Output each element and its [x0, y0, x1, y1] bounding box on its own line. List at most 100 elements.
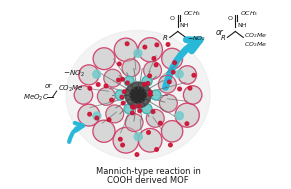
Circle shape	[113, 127, 139, 153]
Circle shape	[131, 105, 134, 109]
Circle shape	[152, 57, 156, 60]
Circle shape	[151, 110, 155, 113]
Circle shape	[168, 80, 171, 84]
Text: O: O	[170, 16, 175, 21]
Circle shape	[130, 87, 146, 103]
Circle shape	[178, 66, 196, 84]
Circle shape	[162, 121, 183, 142]
Circle shape	[175, 103, 199, 127]
Circle shape	[155, 43, 159, 47]
Ellipse shape	[66, 30, 210, 160]
Circle shape	[158, 75, 176, 93]
Circle shape	[142, 76, 152, 86]
Text: R: R	[163, 35, 168, 41]
Circle shape	[97, 88, 115, 105]
Circle shape	[171, 70, 175, 74]
Circle shape	[137, 104, 141, 108]
Circle shape	[124, 76, 134, 86]
Circle shape	[175, 70, 183, 78]
Circle shape	[104, 69, 122, 87]
Circle shape	[155, 148, 158, 151]
Circle shape	[146, 82, 150, 85]
Circle shape	[138, 38, 162, 62]
Circle shape	[132, 105, 136, 109]
Circle shape	[123, 90, 126, 94]
Circle shape	[159, 121, 162, 125]
Circle shape	[146, 109, 164, 127]
Circle shape	[185, 122, 189, 125]
Circle shape	[117, 78, 120, 82]
Circle shape	[93, 48, 115, 70]
Circle shape	[178, 87, 181, 91]
Circle shape	[79, 65, 99, 85]
Text: NH: NH	[237, 23, 247, 28]
Circle shape	[124, 104, 134, 114]
Circle shape	[78, 104, 100, 126]
Circle shape	[134, 133, 142, 141]
Circle shape	[125, 82, 151, 108]
Circle shape	[138, 109, 141, 112]
Circle shape	[121, 77, 124, 81]
Circle shape	[151, 90, 161, 100]
Circle shape	[183, 86, 202, 104]
Circle shape	[115, 90, 125, 100]
Circle shape	[142, 104, 152, 114]
Circle shape	[110, 98, 113, 102]
Circle shape	[166, 43, 170, 46]
Circle shape	[118, 62, 121, 66]
Circle shape	[88, 112, 91, 116]
Circle shape	[125, 114, 143, 132]
Circle shape	[148, 93, 152, 96]
Circle shape	[93, 70, 101, 78]
Circle shape	[120, 95, 124, 99]
Circle shape	[175, 112, 183, 120]
Text: $-NO_2$: $-NO_2$	[187, 34, 206, 43]
Text: R: R	[221, 35, 225, 41]
Text: $OCH_3$: $OCH_3$	[240, 9, 259, 18]
Text: or: or	[216, 28, 223, 37]
Circle shape	[121, 143, 124, 147]
Text: $CO_2Me$: $CO_2Me$	[58, 84, 84, 94]
Circle shape	[114, 38, 138, 61]
Circle shape	[126, 81, 129, 85]
Circle shape	[154, 63, 158, 67]
Circle shape	[107, 118, 111, 122]
Circle shape	[88, 87, 92, 90]
Text: $-NO_2$: $-NO_2$	[63, 69, 84, 79]
Circle shape	[188, 86, 192, 90]
Circle shape	[134, 49, 142, 57]
Circle shape	[147, 131, 150, 134]
Circle shape	[159, 94, 177, 112]
Text: O: O	[227, 16, 233, 21]
Circle shape	[74, 86, 93, 104]
Circle shape	[144, 61, 162, 79]
Text: $MeO_2C$: $MeO_2C$	[23, 93, 49, 103]
Circle shape	[131, 111, 134, 115]
Circle shape	[162, 48, 182, 69]
Circle shape	[104, 84, 108, 88]
Circle shape	[192, 74, 196, 77]
Circle shape	[106, 105, 124, 123]
Text: Mannich-type reaction in: Mannich-type reaction in	[95, 167, 200, 176]
Circle shape	[173, 61, 176, 64]
Text: COOH derived MOF: COOH derived MOF	[107, 176, 189, 185]
Circle shape	[149, 90, 152, 94]
Circle shape	[135, 153, 139, 156]
Circle shape	[143, 82, 146, 86]
Circle shape	[118, 137, 122, 141]
Circle shape	[121, 101, 125, 105]
Text: or: or	[45, 83, 52, 89]
Circle shape	[96, 83, 100, 86]
Circle shape	[95, 116, 99, 120]
Circle shape	[122, 59, 140, 77]
Circle shape	[143, 45, 147, 49]
Circle shape	[125, 42, 129, 46]
Circle shape	[93, 120, 115, 142]
Text: $CO_2Me$: $CO_2Me$	[244, 40, 267, 49]
Circle shape	[93, 112, 101, 120]
Text: NH: NH	[180, 23, 189, 28]
Circle shape	[169, 143, 172, 147]
Text: $CO_2Me$: $CO_2Me$	[244, 31, 267, 40]
Text: $OCH_3$: $OCH_3$	[183, 9, 201, 18]
Circle shape	[138, 129, 162, 152]
